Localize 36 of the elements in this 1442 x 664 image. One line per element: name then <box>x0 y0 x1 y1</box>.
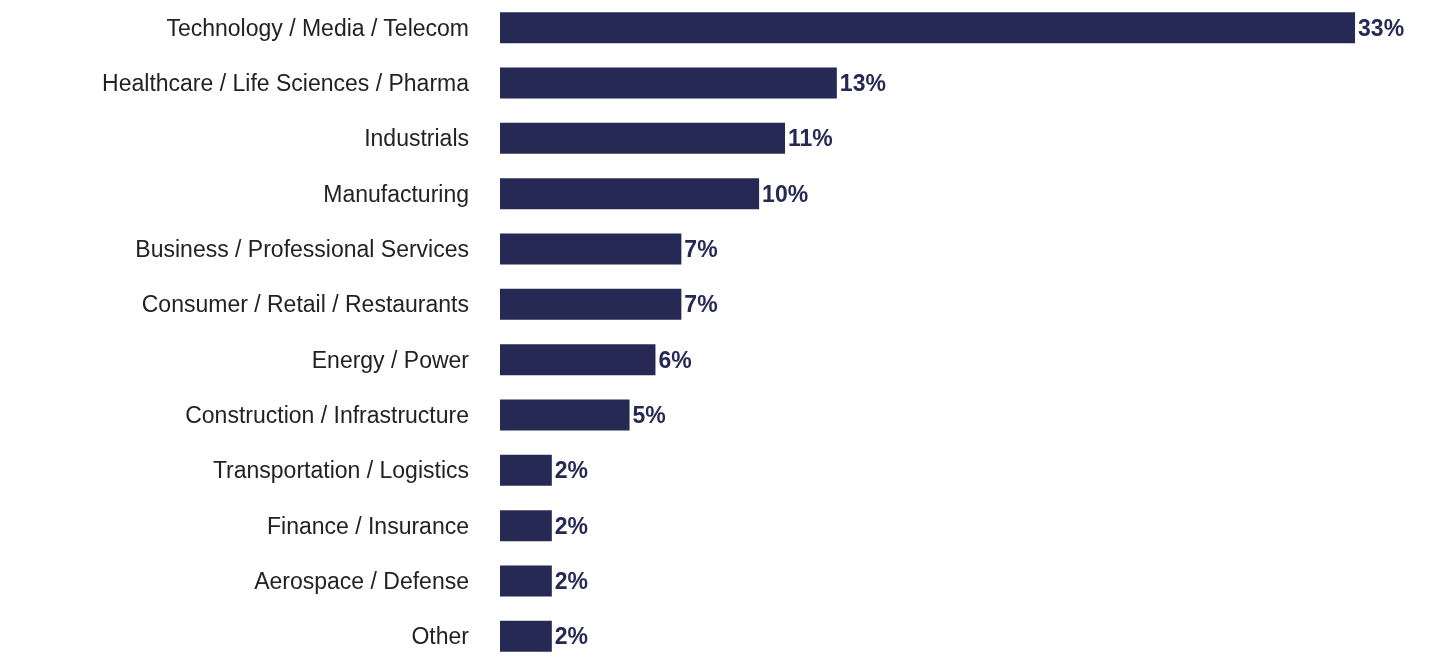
data-label: 2% <box>554 512 589 539</box>
bar <box>500 399 630 431</box>
bar <box>500 12 1356 44</box>
data-label: 11% <box>788 125 833 152</box>
data-label: 2% <box>554 568 589 594</box>
y-tick-label: Technology / Media / Telecom <box>166 14 469 41</box>
y-tick-label: Transportation / Logistics <box>212 457 469 484</box>
y-tick-label: Aerospace / Defense <box>254 568 469 595</box>
y-tick-label: Energy / Power <box>311 346 470 373</box>
y-tick-label: Finance / Insurance <box>266 512 469 539</box>
bar <box>500 122 786 154</box>
y-tick-label: Manufacturing <box>323 180 469 207</box>
bar <box>500 454 552 486</box>
data-label: 10% <box>762 180 809 207</box>
bar <box>500 344 656 376</box>
bar <box>500 67 837 99</box>
y-tick-label: Other <box>411 623 470 650</box>
data-label: 7% <box>684 236 718 262</box>
bar <box>500 620 552 652</box>
bar <box>500 178 760 210</box>
bar <box>500 565 552 597</box>
data-label: 6% <box>658 346 692 373</box>
data-label: 2% <box>554 623 589 650</box>
data-label: 7% <box>684 291 718 318</box>
bar <box>500 233 682 265</box>
data-label: 5% <box>632 402 666 428</box>
y-tick-label: Consumer / Retail / Restaurants <box>141 291 469 318</box>
bar <box>500 288 682 320</box>
y-tick-label: Healthcare / Life Sciences / Pharma <box>102 70 470 97</box>
y-tick-label: Construction / Infrastructure <box>185 402 469 429</box>
data-label: 2% <box>554 457 589 484</box>
bar <box>500 510 552 542</box>
y-tick-label: Industrials <box>364 125 469 152</box>
y-tick-label: Business / Professional Services <box>135 236 469 263</box>
data-label: 33% <box>1358 14 1405 41</box>
data-label: 13% <box>839 70 886 96</box>
